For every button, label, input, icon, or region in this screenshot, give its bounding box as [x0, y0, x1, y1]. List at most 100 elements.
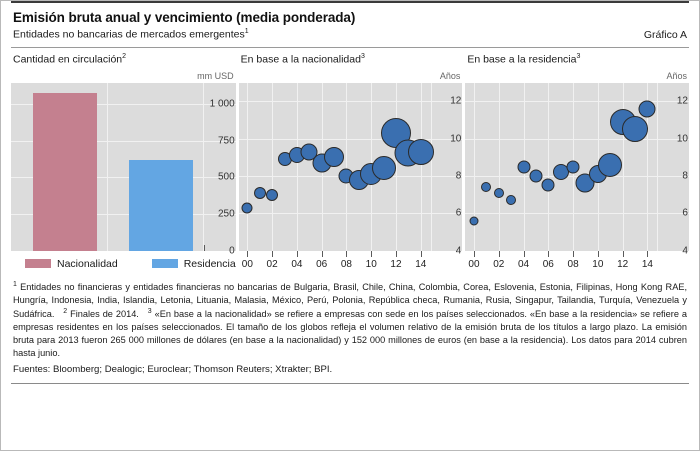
- y-tick-label: 6: [682, 207, 688, 219]
- panel2-unit: Años: [439, 70, 461, 81]
- x-tick: [548, 250, 550, 257]
- footnote-2-marker: 2: [63, 307, 68, 315]
- x-tick-label: 12: [617, 258, 629, 270]
- y-tick-label: 12: [450, 95, 462, 107]
- panel3-x-ticks: [465, 250, 689, 259]
- panels-row: Cantidad en circulación2 mm USD 0 250 500 7…: [1, 53, 699, 273]
- x-tick-label: 00: [241, 258, 253, 270]
- x-tick-label: 02: [493, 258, 505, 270]
- x-tick: [371, 250, 373, 257]
- bar-chart-legend: Nacionalidad Residencia: [11, 258, 236, 270]
- y-tick-label: 8: [455, 170, 462, 182]
- page-title: Emisión bruta anual y vencimiento (media…: [13, 10, 356, 25]
- residence-bubble: [506, 195, 517, 206]
- gridline-vertical: [107, 82, 108, 251]
- residence-bubble-plot: [465, 82, 689, 251]
- gridline-horizontal: [238, 101, 463, 103]
- x-tick: [622, 250, 624, 257]
- panel3-title: En base a la residencia3: [465, 53, 689, 71]
- x-tick: [247, 250, 249, 257]
- gridline-vertical: [548, 82, 550, 251]
- x-tick: [573, 250, 575, 257]
- residence-bubble: [517, 160, 531, 173]
- gridline-vertical: [420, 82, 422, 251]
- residence-bubble: [552, 164, 569, 181]
- legend-swatch-residencia: [151, 259, 178, 268]
- gridline-vertical: [622, 82, 624, 251]
- y-tick-label: 4: [682, 245, 688, 256]
- gridline-vertical: [498, 82, 500, 251]
- y-tick-label: 10: [676, 133, 688, 144]
- gridline-horizontal: [238, 138, 463, 140]
- gridline-vertical: [296, 82, 298, 251]
- subtitle-text: Entidades no bancarias de mercados emerg…: [13, 28, 245, 41]
- x-tick-label: 04: [517, 258, 530, 270]
- x-tick-label: 06: [542, 258, 554, 270]
- gridline-horizontal: [11, 104, 236, 106]
- x-tick-label: 02: [266, 258, 278, 270]
- panel3-x-axis-labels: 00 02 04 06 08 10 12 14: [465, 259, 689, 273]
- residence-bubble: [638, 100, 656, 118]
- subtitle-footnote-ref: 1: [244, 28, 249, 35]
- residence-bubble: [622, 116, 649, 143]
- x-tick: [296, 250, 298, 257]
- footnote-1-marker: 1: [13, 280, 17, 288]
- footnote-2-text: Finales de 2014.: [70, 308, 139, 319]
- gridline-vertical: [395, 82, 397, 251]
- x-tick: [647, 250, 649, 257]
- subtitle-row: Entidades no bancarias de mercados emerg…: [1, 27, 699, 47]
- panel-cantidad-en-circulacion: Cantidad en circulación2 mm USD 0 250 500 7…: [11, 53, 236, 273]
- gridline-vertical: [647, 82, 649, 251]
- gridline-horizontal: [11, 140, 236, 142]
- x-tick-label: 08: [340, 258, 352, 270]
- panel3-unit: Años: [666, 70, 687, 81]
- y-tick-label: 750: [217, 135, 235, 147]
- gridline-horizontal: [11, 213, 236, 215]
- x-tick-label: 12: [390, 258, 402, 270]
- bar-res: [129, 159, 193, 251]
- panel2-title: En base a la nacionalidad3: [239, 53, 463, 71]
- subtitle: Entidades no bancarias de mercados emerg…: [13, 28, 249, 41]
- footnote-1-text: Entidades no financieras y entidades fin…: [13, 281, 687, 319]
- y-tick-label: 500: [217, 171, 235, 183]
- footnotes: 1 Entidades no financieras y entidades f…: [1, 273, 699, 361]
- gridline-horizontal: [238, 213, 463, 215]
- panel1-title: Cantidad en circulación2: [11, 53, 236, 71]
- gridline-horizontal: [11, 177, 236, 179]
- bar-chart-plot: [11, 82, 236, 251]
- residence-bubble: [566, 160, 580, 173]
- y-tick-label: 8: [682, 170, 688, 182]
- panel2-x-axis-labels: 00 02 04 06 08 10 12 14: [239, 259, 463, 273]
- nationality-bubble: [324, 147, 345, 168]
- x-tick: [597, 250, 599, 257]
- bar-nac: [33, 92, 97, 251]
- header-divider: [11, 46, 689, 48]
- panel3-title-text: En base a la residencia: [467, 53, 577, 65]
- legend-label-nacionalidad: Nacionalidad: [57, 257, 118, 270]
- x-tick: [272, 250, 274, 257]
- panel1-footnote-ref: 2: [122, 52, 127, 60]
- sources-line: Fuentes: Bloomberg; Dealogic; Euroclear;…: [13, 364, 333, 375]
- x-tick-label: 06: [316, 258, 328, 270]
- gridline-vertical: [247, 82, 249, 251]
- gridline-horizontal: [465, 213, 689, 215]
- gridline-vertical: [272, 82, 274, 251]
- legend-swatch-nacionalidad: [25, 259, 51, 268]
- gridline-horizontal: [465, 138, 689, 140]
- y-tick-label: 12: [676, 95, 688, 107]
- y-tick-label: 250: [217, 208, 235, 220]
- top-rule: [11, 1, 689, 3]
- residence-bubble: [529, 169, 543, 183]
- gridline-vertical: [473, 82, 475, 251]
- residence-bubble: [541, 178, 555, 192]
- panel-en-base-a-la-residencia: En base a la residencia3 Años 4 6 8 10 12 00…: [465, 53, 689, 273]
- y-tick-label: 4: [455, 245, 462, 256]
- panel2-title-text: En base a la nacionalidad: [240, 53, 361, 65]
- x-tick: [346, 250, 348, 257]
- footnote-3-text: «En base a la nacionalidad» se refiere a…: [13, 308, 687, 358]
- x-tick: [523, 250, 525, 257]
- panel1-title-text: Cantidad en circulación: [13, 53, 123, 65]
- panel2-y-axis-labels: 4 6 8 10 12: [428, 83, 462, 256]
- gridline-vertical: [203, 82, 204, 251]
- panel-en-base-a-la-nacionalidad: En base a la nacionalidad3 Años 4 6 8 10 12 …: [238, 53, 463, 273]
